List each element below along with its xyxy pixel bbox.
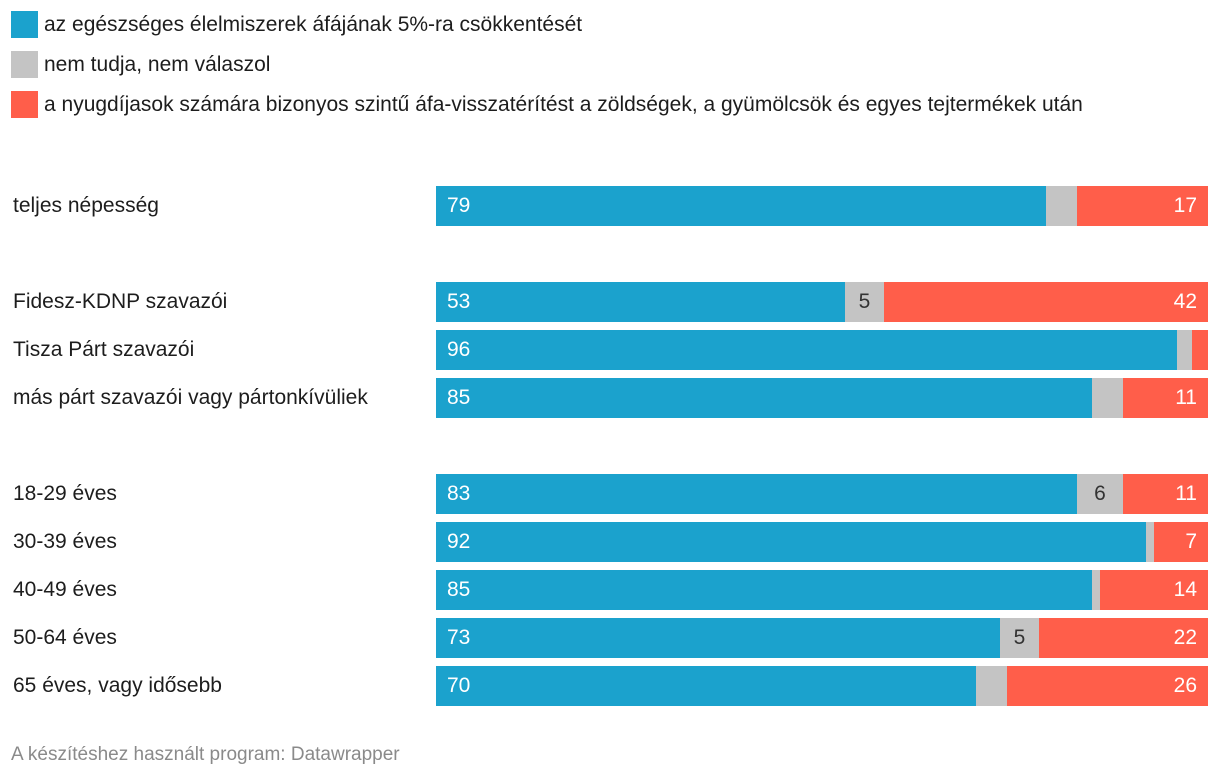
bar-segment-1: 85 bbox=[436, 570, 1092, 610]
bar-segment-2 bbox=[1046, 186, 1077, 226]
stacked-bar: 92 7 bbox=[436, 522, 1208, 562]
data-label: 85 bbox=[447, 578, 471, 601]
bar-segment-1: 83 bbox=[436, 474, 1077, 514]
legend: az egészséges élelmiszerek áfájának 5%-r… bbox=[11, 9, 1211, 129]
stacked-bar: 73 5 22 bbox=[436, 618, 1208, 658]
bar-row: Fidesz-KDNP szavazói 53 5 42 bbox=[0, 282, 1220, 322]
data-label: 73 bbox=[447, 626, 471, 649]
legend-label: a nyugdíjasok számára bizonyos szintű áf… bbox=[44, 93, 1083, 116]
bar-row: más párt szavazói vagy pártonkívüliek 85 1… bbox=[0, 378, 1220, 418]
bar-segment-1: 79 bbox=[436, 186, 1046, 226]
legend-item-1: az egészséges élelmiszerek áfájának 5%-r… bbox=[11, 9, 1211, 40]
legend-label: nem tudja, nem válaszol bbox=[44, 53, 271, 76]
bar-segment-3: 26 bbox=[1007, 666, 1208, 706]
bar-row: 50-64 éves 73 5 22 bbox=[0, 618, 1220, 658]
bar-segment-2 bbox=[1177, 330, 1192, 370]
bar-row: 40-49 éves 85 14 bbox=[0, 570, 1220, 610]
category-label: más párt szavazói vagy pártonkívüliek bbox=[13, 386, 368, 409]
category-label: 30-39 éves bbox=[13, 530, 117, 553]
data-label: 85 bbox=[447, 386, 471, 409]
bar-segment-2: 5 bbox=[1000, 618, 1039, 658]
bar-segment-1: 96 bbox=[436, 330, 1177, 370]
category-label: 18-29 éves bbox=[13, 482, 117, 505]
data-label: 92 bbox=[447, 530, 471, 553]
data-label: 83 bbox=[447, 482, 471, 505]
bar-segment-3: 14 bbox=[1100, 570, 1208, 610]
stacked-bar: 85 14 bbox=[436, 570, 1208, 610]
data-label: 5 bbox=[858, 290, 871, 313]
category-label: Tisza Párt szavazói bbox=[13, 338, 195, 361]
bar-segment-3: 17 bbox=[1077, 186, 1208, 226]
credit-footer: A készítéshez használt program: Datawrap… bbox=[11, 744, 400, 765]
category-label: 40-49 éves bbox=[13, 578, 117, 601]
data-label: 79 bbox=[447, 194, 471, 217]
data-label: 17 bbox=[1173, 194, 1197, 217]
data-label: 53 bbox=[447, 290, 471, 313]
bar-segment-2 bbox=[976, 666, 1007, 706]
category-label: Fidesz-KDNP szavazói bbox=[13, 290, 228, 313]
bar-segment-1: 53 bbox=[436, 282, 845, 322]
stacked-bar: 96 bbox=[436, 330, 1208, 370]
bar-segment-3: 11 bbox=[1123, 474, 1208, 514]
legend-label: az egészséges élelmiszerek áfájának 5%-r… bbox=[44, 13, 583, 36]
data-label: 11 bbox=[1175, 386, 1197, 409]
data-label: 26 bbox=[1173, 674, 1197, 697]
legend-item-3: a nyugdíjasok számára bizonyos szintű áf… bbox=[11, 89, 1211, 120]
data-label: 70 bbox=[447, 674, 471, 697]
legend-swatch bbox=[11, 51, 38, 78]
bar-segment-1: 92 bbox=[436, 522, 1146, 562]
data-label: 6 bbox=[1094, 482, 1106, 505]
bar-segment-1: 73 bbox=[436, 618, 1000, 658]
bar-row: 65 éves, vagy idősebb 70 26 bbox=[0, 666, 1220, 706]
bar-segment-2: 6 bbox=[1077, 474, 1123, 514]
legend-swatch bbox=[11, 11, 38, 38]
legend-swatch bbox=[11, 91, 38, 118]
bar-row: Tisza Párt szavazói 96 bbox=[0, 330, 1220, 370]
data-label: 5 bbox=[1013, 626, 1026, 649]
stacked-bar: 85 11 bbox=[436, 378, 1208, 418]
stacked-bar: 53 5 42 bbox=[436, 282, 1208, 322]
data-label: 22 bbox=[1173, 626, 1197, 649]
data-label: 7 bbox=[1185, 530, 1197, 553]
stacked-bar: 79 17 bbox=[436, 186, 1208, 226]
data-label: 11 bbox=[1175, 482, 1197, 505]
bar-segment-3 bbox=[1192, 330, 1208, 370]
bar-segment-2 bbox=[1092, 378, 1123, 418]
bar-segment-3: 22 bbox=[1039, 618, 1208, 658]
bar-segment-1: 85 bbox=[436, 378, 1092, 418]
data-label: 96 bbox=[447, 338, 471, 361]
bar-segment-1: 70 bbox=[436, 666, 976, 706]
bar-row: 18-29 éves 83 6 11 bbox=[0, 474, 1220, 514]
bar-segment-3: 42 bbox=[884, 282, 1208, 322]
category-label: 65 éves, vagy idősebb bbox=[13, 674, 222, 697]
bar-row: teljes népesség 79 17 bbox=[0, 186, 1220, 226]
bar-segment-2 bbox=[1146, 522, 1154, 562]
category-label: teljes népesség bbox=[13, 194, 159, 217]
category-label: 50-64 éves bbox=[13, 626, 117, 649]
stacked-bar: 83 6 11 bbox=[436, 474, 1208, 514]
data-label: 42 bbox=[1173, 290, 1197, 313]
legend-item-2: nem tudja, nem válaszol bbox=[11, 49, 1211, 80]
bar-segment-2: 5 bbox=[845, 282, 884, 322]
bar-segment-3: 7 bbox=[1154, 522, 1208, 562]
data-label: 14 bbox=[1173, 578, 1197, 601]
bar-segment-2 bbox=[1092, 570, 1100, 610]
stacked-bar: 70 26 bbox=[436, 666, 1208, 706]
bar-segment-3: 11 bbox=[1123, 378, 1208, 418]
bar-row: 30-39 éves 92 7 bbox=[0, 522, 1220, 562]
